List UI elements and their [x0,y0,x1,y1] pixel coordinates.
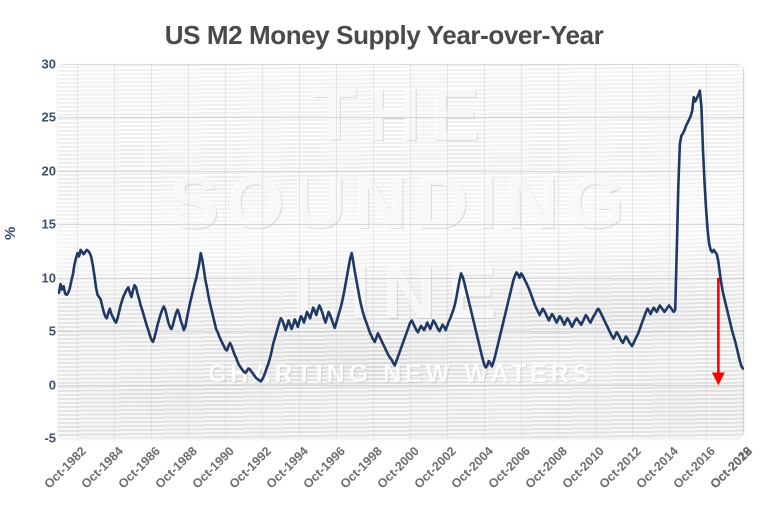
gridline-x-Oct-2008 [558,64,560,438]
gridline-y-10 [58,277,744,279]
gridline-x-Oct-2004 [484,64,486,438]
y-tick-10: 10 [41,270,56,286]
y-tick-25: 25 [41,109,56,125]
gridline-x-Oct-1992 [262,64,264,438]
gridline-x-Oct-1998 [373,64,375,438]
y-tick-30: 30 [41,56,56,72]
gridline-y-30 [58,64,744,65]
gridline-x-Oct-2010 [595,64,597,438]
plot-area: THE SOUNDING LINE CHARTING NEW WATERS [58,64,744,438]
gridline-x-Oct-1986 [151,64,153,438]
gridline-y-15 [58,224,744,226]
y-tick-5: 5 [48,323,56,339]
gridline-x-Oct-2002 [447,64,449,438]
gridline-x-Oct-2012 [632,64,634,438]
gridline-x-Oct-1984 [114,64,116,438]
y-tick--5: -5 [44,430,56,446]
series-line-m2-yoy [58,89,744,383]
y-tick-15: 15 [41,216,56,232]
gridline-x-Oct-2018 [743,64,744,438]
y-tick-20: 20 [41,163,56,179]
gridline-x-Oct-2022 [743,64,744,438]
gridline-x-Oct-2014 [669,64,671,438]
gridline-x-Oct-1988 [188,64,190,438]
gridline-y-25 [58,117,744,119]
y-tick-0: 0 [48,377,56,393]
gridline-x-Oct-2016 [706,64,708,438]
page-title: US M2 Money Supply Year-over-Year [164,20,604,50]
gridline-x-Oct-2000 [410,64,412,438]
gridline-x-Oct-1996 [336,64,338,438]
gridline-x-Oct-1994 [299,64,301,438]
horizontal-gridlines [58,64,744,438]
decline-arrow-annotation [711,277,725,386]
vertical-gridlines [58,64,744,438]
gridline-y-20 [58,170,744,172]
gridline-x-Oct-2020 [743,64,744,438]
gridline-y-5 [58,331,744,333]
gridline-x-Oct-2006 [521,64,523,438]
gridline-x-Oct-1982 [77,64,79,438]
gridline-y-0 [58,384,744,386]
gridline-x-Oct-1990 [225,64,227,438]
